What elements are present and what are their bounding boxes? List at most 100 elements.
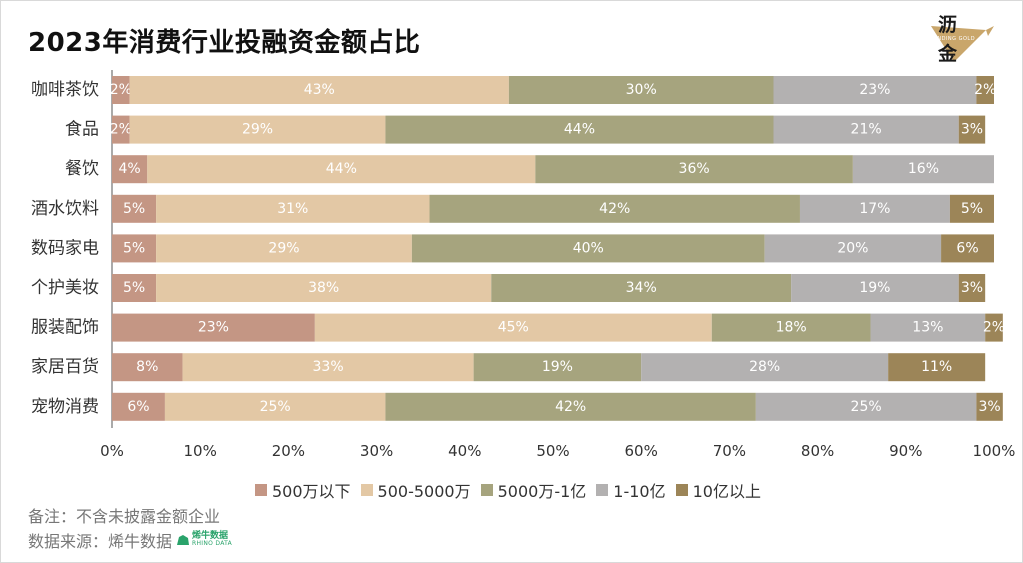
- bar-segment: [773, 115, 959, 144]
- category-label: 个护美妆: [31, 278, 99, 298]
- data-label: 18%: [776, 320, 807, 336]
- x-tick-label: 70%: [713, 442, 746, 460]
- bar-segment: [156, 194, 430, 223]
- bar-segment: [429, 194, 800, 223]
- data-label: 16%: [908, 161, 939, 177]
- legend-item: 500-5000万: [360, 478, 471, 502]
- data-label: 3%: [961, 280, 983, 296]
- category-label: 家居百货: [31, 357, 99, 377]
- data-label: 2%: [974, 82, 996, 98]
- data-label: 19%: [542, 359, 573, 375]
- data-label: 29%: [242, 122, 273, 138]
- legend-swatch: [255, 484, 267, 496]
- category-label: 酒水饮料: [31, 199, 99, 219]
- legend-swatch: [480, 484, 493, 496]
- data-label: 44%: [564, 122, 595, 138]
- stacked-bar-chart: 咖啡茶饮 2% 43% 30% 23% 2% 食品 2% 29% 44% 21% 3% 餐饮 4% 44% 3…: [31, 70, 1016, 460]
- bar-segment: [941, 234, 994, 263]
- data-label: 3%: [961, 122, 983, 138]
- footnote: 备注：不含未披露金额企业: [28, 507, 221, 526]
- bar-segment: [976, 76, 994, 104]
- bar-segment: [385, 392, 756, 421]
- bar-segment: [508, 76, 774, 104]
- bar-segment: [156, 274, 492, 302]
- bar-segment: [112, 392, 165, 421]
- x-tick-label: 50%: [536, 442, 569, 460]
- data-label: 42%: [555, 399, 586, 415]
- bar-segment: [112, 115, 130, 144]
- data-label: 6%: [956, 240, 978, 256]
- data-label: 34%: [626, 280, 657, 296]
- logo-subtitle: FINDING GOLD: [932, 36, 976, 42]
- bar-segment: [112, 194, 157, 223]
- data-label: 13%: [912, 320, 943, 336]
- legend: 500万以下 500-5000万 5000万-1亿 1-10亿 10亿以上: [255, 478, 761, 502]
- data-label: 8%: [136, 359, 158, 375]
- data-label: 31%: [277, 201, 308, 217]
- data-label: 5%: [123, 201, 145, 217]
- legend-label: 1-10亿: [613, 482, 666, 501]
- legend-swatch: [360, 484, 373, 496]
- bar-segment: [641, 353, 889, 382]
- chart-title: 2023年消费行业投融资金额占比: [28, 28, 421, 58]
- rhino-data-logo: 烯牛数据 RHINO DATA: [176, 532, 232, 548]
- logo-triangle-icon: [931, 26, 994, 62]
- bar-segment: [182, 353, 474, 382]
- bar-segment: [129, 76, 509, 104]
- legend-label: 500万以下: [272, 482, 351, 501]
- data-label: 11%: [921, 359, 952, 375]
- rhino-icon: [177, 535, 190, 545]
- legend-item: 5000万-1亿: [480, 478, 586, 502]
- logo-char-2: 金: [938, 43, 958, 65]
- data-label: 21%: [851, 122, 882, 138]
- legend-label: 10亿以上: [692, 482, 761, 501]
- data-label: 5%: [961, 201, 983, 217]
- bar-segment: [958, 274, 986, 302]
- data-label: 40%: [573, 240, 604, 256]
- bar-segment: [773, 76, 977, 104]
- data-label: 19%: [859, 280, 890, 296]
- bar-segment: [791, 274, 959, 302]
- bar-segment: [147, 155, 536, 184]
- bar-segment: [314, 313, 712, 342]
- category-label: 食品: [65, 120, 99, 140]
- logo-char-1: 沥: [938, 14, 958, 36]
- data-label: 6%: [127, 399, 149, 415]
- data-label: 30%: [626, 82, 657, 98]
- data-label: 23%: [859, 82, 890, 98]
- data-label: 17%: [859, 201, 890, 217]
- bar-segment: [711, 313, 871, 342]
- data-label: 42%: [599, 201, 630, 217]
- x-tick-label: 0%: [100, 442, 124, 460]
- bar-segment: [112, 155, 148, 184]
- bar-segment: [385, 115, 774, 144]
- x-tick-label: 90%: [889, 442, 922, 460]
- x-tick-label: 20%: [272, 442, 305, 460]
- bar-segment: [411, 234, 765, 263]
- category-label: 咖啡茶饮: [31, 80, 99, 100]
- data-label: 33%: [313, 359, 344, 375]
- bar-segment: [888, 353, 986, 382]
- bar-segment: [870, 313, 986, 342]
- bar-segment: [958, 115, 986, 144]
- bar-segment: [112, 234, 157, 263]
- data-label: 29%: [268, 240, 299, 256]
- data-label: 38%: [308, 280, 339, 296]
- lijin-logo: 沥 FINDING GOLD 金: [926, 12, 996, 68]
- legend-swatch: [596, 484, 609, 496]
- data-label: 25%: [851, 399, 882, 415]
- rhino-logo-cn: 烯牛数据: [192, 531, 229, 541]
- data-label: 23%: [198, 320, 229, 336]
- bar-segment: [112, 76, 130, 104]
- bar-segment: [985, 313, 1003, 342]
- data-label: 36%: [679, 161, 710, 177]
- category-label: 服装配饰: [31, 318, 99, 338]
- bar-segment: [164, 392, 386, 421]
- data-label: 28%: [749, 359, 780, 375]
- data-label: 45%: [498, 320, 529, 336]
- data-label: 2%: [983, 320, 1005, 336]
- bar-segment: [976, 392, 1003, 421]
- x-tick-label: 40%: [448, 442, 481, 460]
- x-tick-label: 100%: [973, 442, 1016, 460]
- bar-segment: [799, 194, 950, 223]
